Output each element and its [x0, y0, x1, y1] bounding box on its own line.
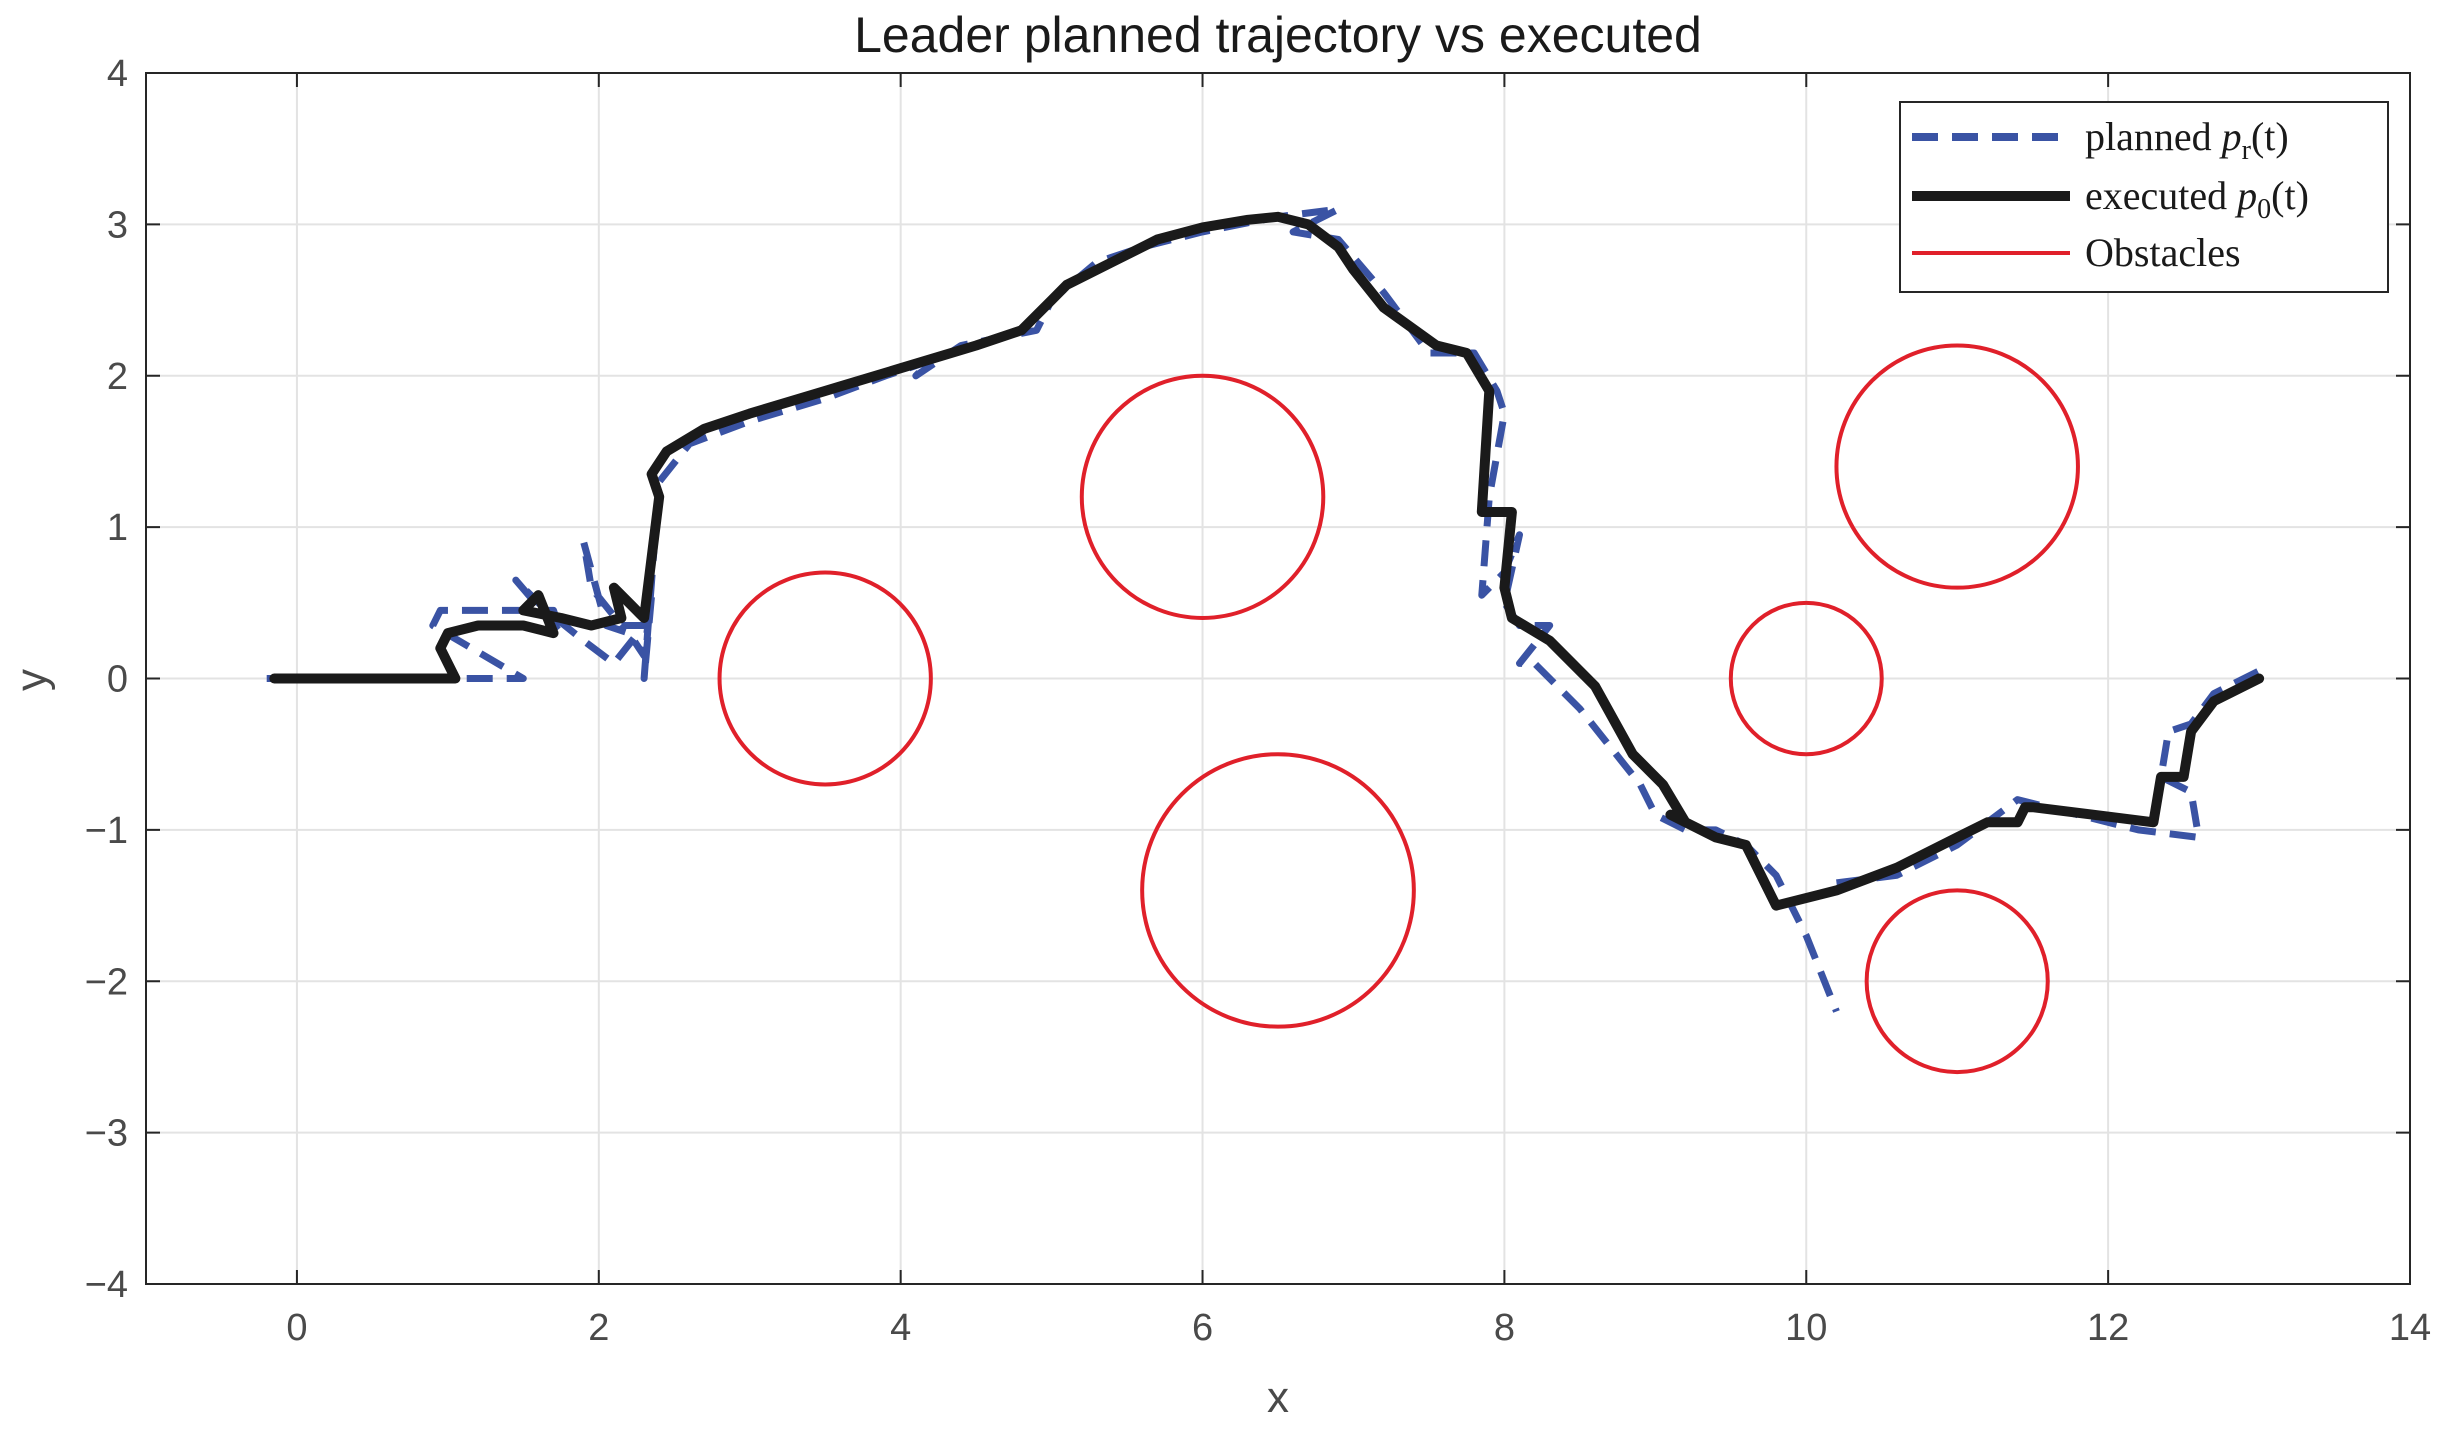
chart-title: Leader planned trajectory vs executed [854, 7, 1702, 63]
y-tick-label: 0 [107, 659, 128, 701]
y-tick-label: 1 [107, 507, 128, 549]
legend-label-planned: planned pr(t) [2085, 114, 2289, 166]
x-tick-label: 10 [1785, 1307, 1827, 1349]
y-tick-label: 4 [107, 53, 128, 95]
obstacle-circle [1728, 600, 1884, 757]
obstacle-circle [1834, 343, 2080, 590]
y-tick-label: −3 [85, 1113, 128, 1155]
y-tick-label: −1 [85, 810, 128, 852]
executed-trajectory-line [269, 211, 2265, 911]
legend-label-obstacles: Obstacles [2085, 230, 2241, 275]
obstacle-circle [1140, 752, 1416, 1029]
obstacle-circle [1079, 373, 1326, 620]
y-tick-label: −4 [85, 1264, 128, 1306]
x-ticks: 0 2 4 6 8 10 12 14 [286, 73, 2431, 1349]
y-axis-label: y [7, 669, 56, 691]
x-tick-label: 2 [588, 1307, 609, 1349]
x-tick-label: 8 [1494, 1307, 1515, 1349]
x-tick-label: 12 [2087, 1307, 2129, 1349]
x-tick-label: 4 [890, 1307, 911, 1349]
x-tick-label: 14 [2389, 1307, 2431, 1349]
x-tick-label: 0 [286, 1307, 307, 1349]
obstacle-circle [717, 570, 933, 787]
y-tick-label: 3 [107, 204, 128, 246]
obstacle-circle [1864, 888, 2050, 1075]
series-lines [266, 205, 2265, 1013]
y-tick-label: 2 [107, 356, 128, 398]
legend: planned pr(t) executed p0(t) Obstacles [1899, 101, 2389, 293]
x-tick-label: 6 [1192, 1307, 1213, 1349]
y-ticks: −4 −3 −2 −1 0 1 2 3 4 [85, 53, 2410, 1306]
x-axis-label: x [1267, 1373, 1289, 1422]
obstacles [717, 343, 2080, 1075]
legend-label-executed: executed p0(t) [2085, 173, 2309, 225]
y-tick-label: −2 [85, 961, 128, 1003]
